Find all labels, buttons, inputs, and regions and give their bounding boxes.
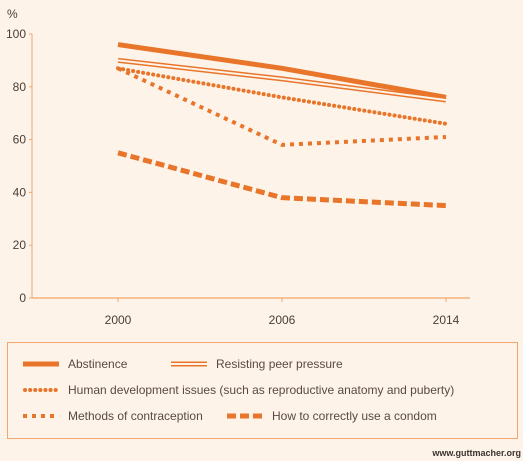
x-tick-label: 2006 [269, 313, 296, 327]
line-chart: % 0 20 40 60 80 100 2000 2006 2014 [6, 7, 470, 327]
y-tick-label: 40 [13, 185, 27, 199]
y-tick-label: 20 [13, 238, 27, 252]
y-tick-label: 80 [13, 80, 27, 94]
legend-swatch-contraception [23, 414, 59, 418]
legend-swatch-abstinence [23, 361, 59, 367]
x-tick-label: 2014 [433, 313, 460, 327]
legend-item-human-development: Human development issues (such as reprod… [22, 383, 454, 397]
legend-item-condom: How to correctly use a condom [226, 409, 437, 423]
legend-label-condom: How to correctly use a condom [272, 409, 437, 423]
legend: Abstinence Resisting peer pressure Human… [7, 342, 518, 439]
legend-item-contraception: Methods of contraception [22, 409, 203, 423]
y-tick-label: 0 [19, 291, 26, 305]
legend-swatch-condom [227, 413, 263, 419]
legend-label-human-development: Human development issues (such as reprod… [68, 383, 455, 397]
source-url: www.guttmacher.org [432, 448, 521, 458]
legend-item-peer-pressure: Resisting peer pressure [170, 357, 343, 371]
x-tick-label: 2000 [105, 313, 132, 327]
y-tick-label: 60 [13, 133, 27, 147]
legend-swatch-human-development [23, 388, 60, 392]
series-line-4 [117, 150, 447, 209]
series-line-0 [117, 42, 447, 100]
y-unit-label: % [7, 7, 18, 21]
legend-label-peer-pressure: Resisting peer pressure [216, 357, 343, 371]
legend-item-abstinence: Abstinence [22, 357, 127, 371]
series-line-2 [116, 66, 448, 126]
legend-label-contraception: Methods of contraception [68, 409, 203, 423]
y-tick-label: 100 [6, 27, 26, 41]
legend-label-abstinence: Abstinence [68, 357, 128, 371]
series-line-1 [117, 57, 447, 103]
legend-swatch-peer-pressure [171, 361, 207, 367]
series-line-3 [117, 66, 447, 147]
